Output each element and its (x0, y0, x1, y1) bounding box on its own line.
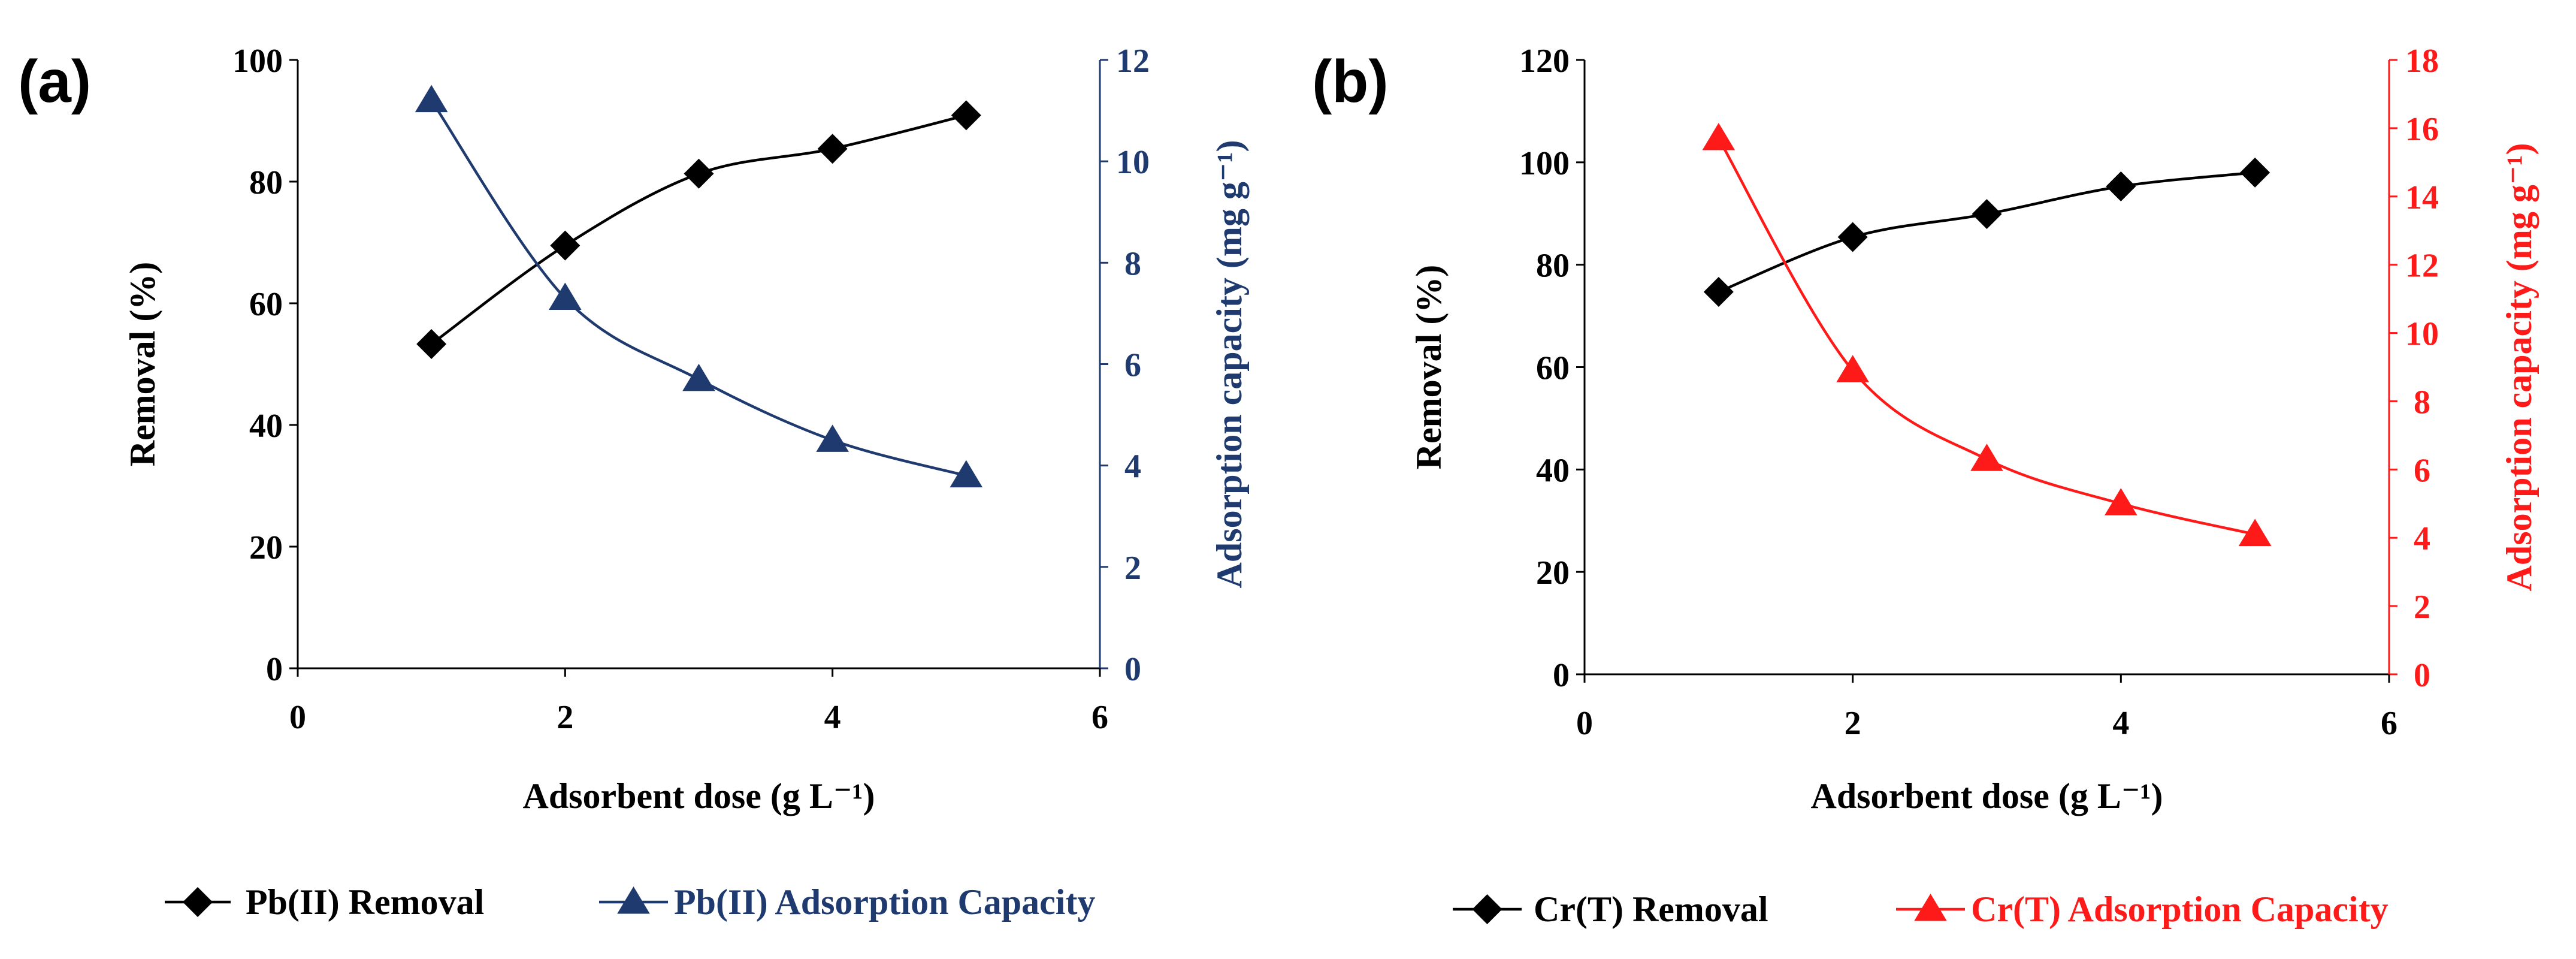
data-point (817, 134, 848, 164)
right-y-tick-label: 18 (2405, 43, 2439, 80)
panel-a: (a) 0 20 40 60 80 100 0 2 4 6 8 10 12 0 2 4 6 Removal (%) A… (18, 43, 1249, 922)
panel-b: (b) 0 20 40 60 80 100 120 0 2 4 6 8 10 12 14 16 18 0 2 4 6 Rem… (1312, 43, 2539, 929)
data-point (1702, 122, 1736, 150)
x-tick-label: 0 (1576, 705, 1593, 742)
left-y-tick-label: 40 (249, 408, 283, 445)
right-y-tick-label: 0 (1124, 651, 1141, 688)
left-y-tick-label: 60 (1536, 350, 1570, 387)
legend-item: Cr(T) Adsorption Capacity (1896, 889, 2388, 929)
right-y-tick-label: 8 (1124, 245, 1141, 282)
panel-b-label: (b) (1312, 48, 1389, 115)
legend-marker (617, 886, 650, 914)
left-y-tick-label: 60 (249, 286, 283, 323)
data-point (550, 230, 580, 261)
legend-label: Cr(T) Adsorption Capacity (1971, 889, 2388, 929)
left-y-axis-title: Removal (%) (1409, 265, 1449, 470)
series-removal (1703, 157, 2270, 307)
left-y-tick-label: 100 (232, 43, 283, 80)
left-y-tick-label: 100 (1519, 145, 1570, 182)
data-point (2106, 171, 2136, 201)
left-y-tick-label: 80 (1536, 248, 1570, 285)
data-point (1970, 444, 2003, 471)
series-removal (416, 100, 981, 360)
legend-item: Pb(II) Removal (165, 882, 484, 922)
legend-label: Pb(II) Adsorption Capacity (674, 882, 1095, 922)
x-tick-label: 0 (289, 699, 306, 736)
right-y-axis-title: Adsorption capacity (mg g⁻¹) (1210, 140, 1249, 589)
x-tick-label: 2 (1845, 705, 1861, 742)
left-y-tick-label: 80 (249, 164, 283, 201)
series-adsorption-capacity (1702, 122, 2272, 547)
x-tick-label: 4 (2112, 705, 2129, 742)
right-y-tick-label: 0 (2414, 657, 2430, 694)
right-y-tick-label: 6 (1124, 347, 1141, 384)
right-y-axis-title: Adsorption capacity (mg g⁻¹) (2499, 143, 2539, 592)
series-adsorption-capacity (415, 85, 983, 488)
legend-marker (1914, 894, 1947, 921)
legend-item: Pb(II) Adsorption Capacity (599, 882, 1095, 922)
data-point (1837, 222, 1868, 252)
right-y-tick-label: 4 (2414, 520, 2430, 557)
data-point (1972, 199, 2002, 230)
data-point (682, 363, 715, 391)
data-point (1703, 276, 1734, 307)
x-tick-label: 4 (824, 699, 841, 736)
left-y-tick-label: 120 (1519, 43, 1570, 80)
left-y-tick-label: 0 (266, 651, 283, 688)
data-point (415, 85, 448, 113)
right-y-tick-label: 12 (1116, 43, 1150, 80)
data-point (416, 329, 447, 360)
x-axis-title: Adsorbent dose (g L⁻¹) (522, 776, 875, 816)
data-point (684, 158, 714, 189)
legend: Cr(T) Removal Cr(T) Adsorption Capacity (1453, 889, 2388, 929)
right-y-tick-label: 2 (1124, 550, 1141, 587)
legend-item: Cr(T) Removal (1453, 889, 1768, 929)
x-axis-title: Adsorbent dose (g L⁻¹) (1810, 776, 2163, 816)
data-point (549, 282, 582, 310)
data-point (2238, 518, 2272, 547)
series-line (430, 99, 967, 477)
data-point (2240, 157, 2270, 188)
right-y-tick-label: 10 (1116, 144, 1150, 181)
legend-label: Cr(T) Removal (1534, 889, 1768, 929)
left-y-axis-title: Removal (%) (123, 262, 162, 467)
right-y-tick-label: 4 (1124, 448, 1141, 485)
legend-label: Pb(II) Removal (246, 882, 484, 922)
right-y-tick-label: 2 (2414, 589, 2430, 626)
left-y-tick-label: 20 (1536, 554, 1570, 592)
right-y-tick-label: 12 (2405, 248, 2439, 285)
right-y-tick-label: 10 (2405, 316, 2439, 353)
panel-a-label: (a) (18, 48, 91, 115)
right-y-tick-label: 14 (2405, 179, 2439, 216)
data-point (2105, 488, 2137, 515)
series-line (1718, 171, 2255, 294)
data-point (950, 460, 983, 488)
x-tick-label: 6 (2381, 705, 2397, 742)
right-y-tick-label: 6 (2414, 452, 2430, 489)
left-y-tick-label: 0 (1553, 657, 1570, 694)
right-y-tick-label: 16 (2405, 111, 2439, 148)
left-y-tick-label: 40 (1536, 452, 1570, 489)
left-y-tick-label: 20 (249, 529, 283, 566)
data-point (816, 424, 849, 452)
right-y-tick-label: 8 (2414, 384, 2430, 421)
data-point (951, 100, 981, 131)
series-line (1717, 137, 2255, 536)
data-point (1836, 355, 1869, 382)
legend: Pb(II) Removal Pb(II) Adsorption Capacity (165, 882, 1095, 922)
x-tick-label: 6 (1092, 699, 1108, 736)
legend-marker (183, 887, 213, 917)
x-tick-label: 2 (557, 699, 573, 736)
legend-marker (1472, 894, 1502, 924)
